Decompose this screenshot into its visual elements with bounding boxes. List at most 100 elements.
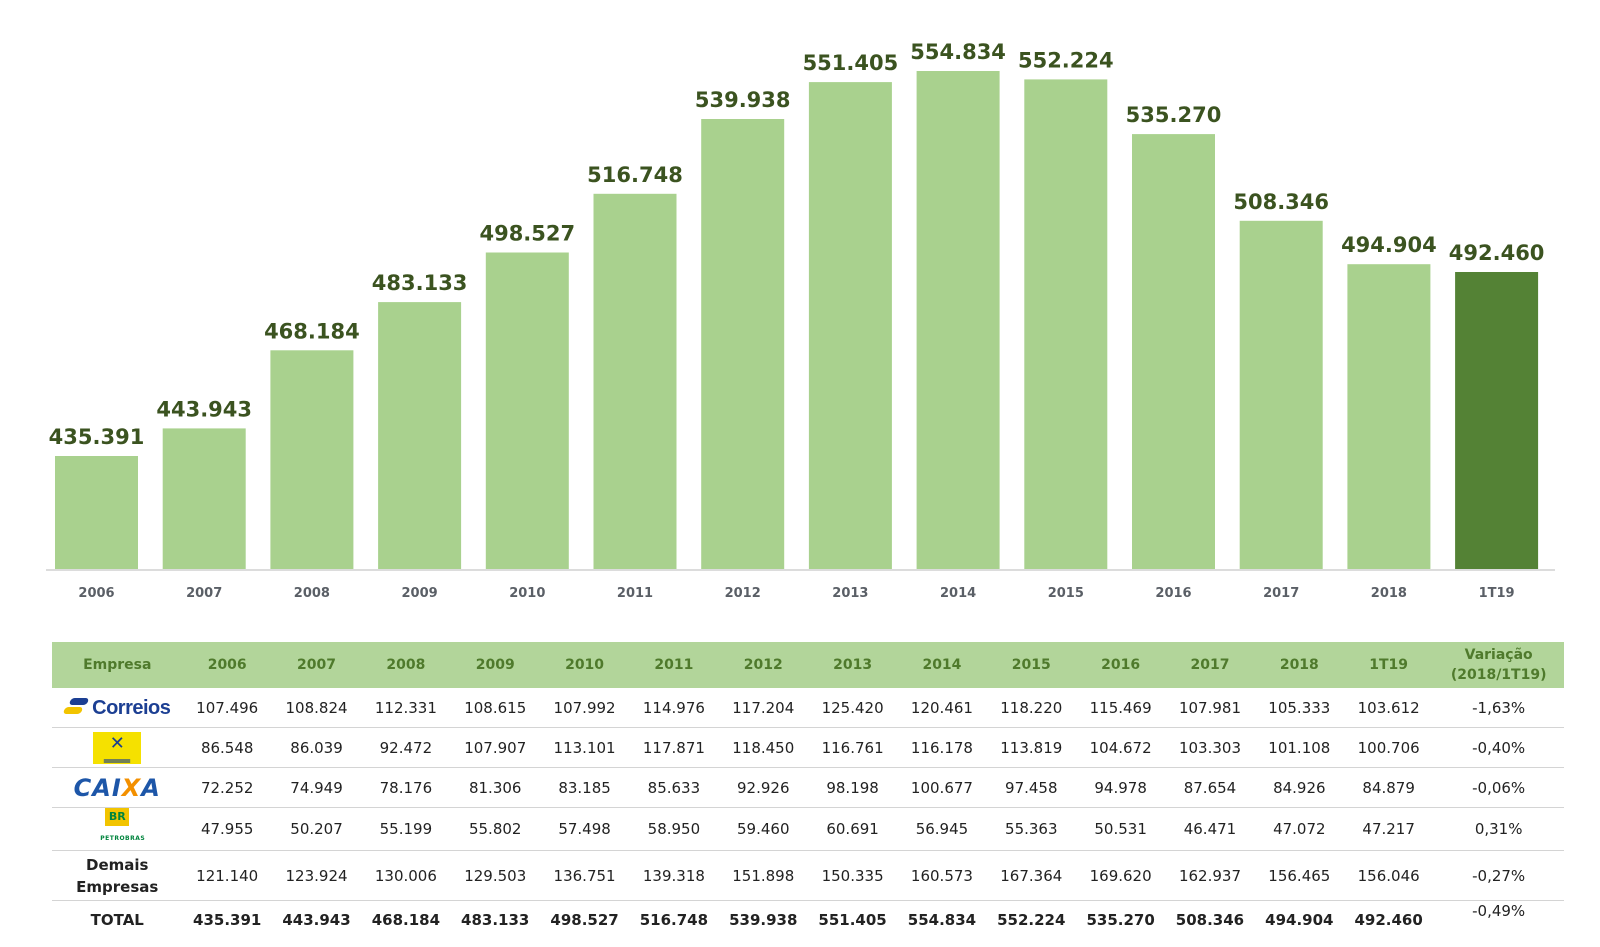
company-cell-total: TOTAL xyxy=(90,911,144,929)
table-cell: 492.460 xyxy=(1354,911,1423,929)
variation-cell: 0,31% xyxy=(1433,807,1564,851)
bar-value-label-2008: 468.184 xyxy=(264,319,360,343)
bar-2014 xyxy=(916,71,1000,569)
x-tick-label-2007: 2007 xyxy=(186,586,222,601)
x-tick-label-2009: 2009 xyxy=(402,586,438,601)
table-cell: 118.220 xyxy=(986,688,1076,728)
header-year-2012: 2012 xyxy=(718,642,808,688)
table-cell: 117.871 xyxy=(629,727,719,768)
table-cell: 112.331 xyxy=(361,688,451,728)
bar-2012 xyxy=(701,119,785,569)
correios-logo: Correios xyxy=(62,697,171,719)
bar-2015 xyxy=(1024,79,1108,570)
table-cell: 167.364 xyxy=(986,850,1076,901)
table-cell: 47.217 xyxy=(1343,807,1434,851)
table-cell: 535.270 xyxy=(1086,911,1155,929)
table-cell: 123.924 xyxy=(271,850,362,901)
header-year-2017: 2017 xyxy=(1165,642,1255,688)
table-cell: 150.335 xyxy=(807,850,898,901)
variation-cell: -0,40% xyxy=(1433,727,1564,768)
header-year-2014: 2014 xyxy=(897,642,987,688)
table-cell: 98.198 xyxy=(807,767,898,808)
table-cell: 435.391 xyxy=(193,911,262,929)
header-year-2006: 2006 xyxy=(182,642,272,688)
x-tick-label-2018: 2018 xyxy=(1371,586,1407,601)
x-tick-label-2006: 2006 xyxy=(78,586,114,601)
table-cell: 156.046 xyxy=(1343,850,1434,901)
company-cell-demais-empresas: Demais Empresas xyxy=(52,850,183,901)
variation-cell: -0,49% xyxy=(1433,901,1564,940)
table-cell: 74.949 xyxy=(271,767,362,808)
table-cell: 107.907 xyxy=(450,727,540,768)
header-year-2008: 2008 xyxy=(361,642,451,688)
table-cell: 60.691 xyxy=(807,807,898,851)
bar-value-label-2006: 435.391 xyxy=(49,425,145,449)
table-cell: 117.204 xyxy=(718,688,808,728)
table-cell: 104.672 xyxy=(1075,727,1166,768)
header-variacao: Variação (2018/1T19) xyxy=(1433,642,1564,688)
bar-1t19 xyxy=(1455,272,1539,569)
table-cell: 92.926 xyxy=(718,767,808,808)
table-cell: 551.405 xyxy=(818,911,887,929)
header-year-2007: 2007 xyxy=(271,642,362,688)
x-tick-label-2014: 2014 xyxy=(940,586,976,601)
table-cell: 516.748 xyxy=(639,911,709,929)
variation-cell: -0,06% xyxy=(1433,767,1564,808)
company-cell-petrobras: BR PETROBRAS xyxy=(52,807,183,851)
table-cell: 539.938 xyxy=(729,911,798,929)
x-tick-label-2012: 2012 xyxy=(725,586,761,601)
x-tick-labels-layer: 2006 2007 2008 2009 2010 2011 2012 2013 2014 2015… xyxy=(78,586,1514,601)
table-row-caixa: CAIXA 72.252 74.949 78.176 81.306 83.185 85.6… xyxy=(52,767,1564,808)
banco-do-brasil-logo: ✕ xyxy=(93,731,142,764)
bar-value-label-2014: 554.834 xyxy=(910,40,1006,64)
company-cell-banco-do-brasil: ✕ xyxy=(52,727,183,768)
table-cell: 57.498 xyxy=(539,807,630,851)
employees-table: Empresa 2006 2007 2008 2009 2010 2011 2012 2013 2… xyxy=(52,642,1564,939)
table-cell: 115.469 xyxy=(1075,688,1166,728)
table-cell: 50.531 xyxy=(1075,807,1166,851)
table-cell: 552.224 xyxy=(997,911,1066,929)
header-year-2013: 2013 xyxy=(807,642,898,688)
table-cell: 103.303 xyxy=(1165,727,1255,768)
bar-value-label-2009: 483.133 xyxy=(372,271,468,295)
table-cell: 78.176 xyxy=(361,767,451,808)
table-cell: 156.465 xyxy=(1254,850,1344,901)
table-cell: 483.133 xyxy=(461,911,530,929)
table-cell: 468.184 xyxy=(371,911,441,929)
table-cell: 107.992 xyxy=(539,688,630,728)
bar-2018 xyxy=(1347,264,1431,569)
table-cell: 59.460 xyxy=(718,807,808,851)
table-row-demais-empresas: Demais Empresas 121.140 123.924 130.006 129.… xyxy=(52,850,1564,901)
variation-value: -0,49% xyxy=(1472,902,1526,920)
x-tick-label-2015: 2015 xyxy=(1048,586,1084,601)
table-cell: 101.108 xyxy=(1254,727,1344,768)
variation-cell: -0,27% xyxy=(1433,850,1564,901)
value-labels-layer: 435.391 443.943 468.184 483.133 498.527 516.7… xyxy=(49,40,1545,449)
bars-layer xyxy=(55,71,1539,570)
table-cell: 114.976 xyxy=(629,688,719,728)
header-year-2016: 2016 xyxy=(1075,642,1166,688)
table-cell: 494.904 xyxy=(1265,911,1334,929)
table-cell: 498.527 xyxy=(550,911,619,929)
header-year-1t19: 1T19 xyxy=(1343,642,1434,688)
x-tick-label-2017: 2017 xyxy=(1263,586,1299,601)
x-tick-label-2010: 2010 xyxy=(509,586,545,601)
bar-value-label-1t19: 492.460 xyxy=(1449,241,1545,265)
table-cell: 139.318 xyxy=(629,850,719,901)
bar-value-label-2018: 494.904 xyxy=(1341,233,1437,257)
bar-value-label-2015: 552.224 xyxy=(1018,48,1114,72)
table-cell: 55.199 xyxy=(361,807,451,851)
table-cell: 554.834 xyxy=(907,911,977,929)
table-body: Correios 107.496 108.824 112.331 108.615 107… xyxy=(52,688,1564,939)
caixa-logo: CAIXA xyxy=(73,773,161,802)
company-cell-caixa: CAIXA xyxy=(52,767,183,808)
header-year-2015: 2015 xyxy=(986,642,1076,688)
bar-chart: 435.391 443.943 468.184 483.133 498.527 516.7… xyxy=(46,40,1555,601)
table-cell: 113.101 xyxy=(539,727,630,768)
table-cell: 508.346 xyxy=(1175,911,1245,929)
table-cell: 72.252 xyxy=(182,767,272,808)
x-tick-label-2013: 2013 xyxy=(832,586,868,601)
bar-2011 xyxy=(593,193,677,570)
table-cell: 81.306 xyxy=(450,767,540,808)
header-empresa: Empresa xyxy=(52,642,183,688)
